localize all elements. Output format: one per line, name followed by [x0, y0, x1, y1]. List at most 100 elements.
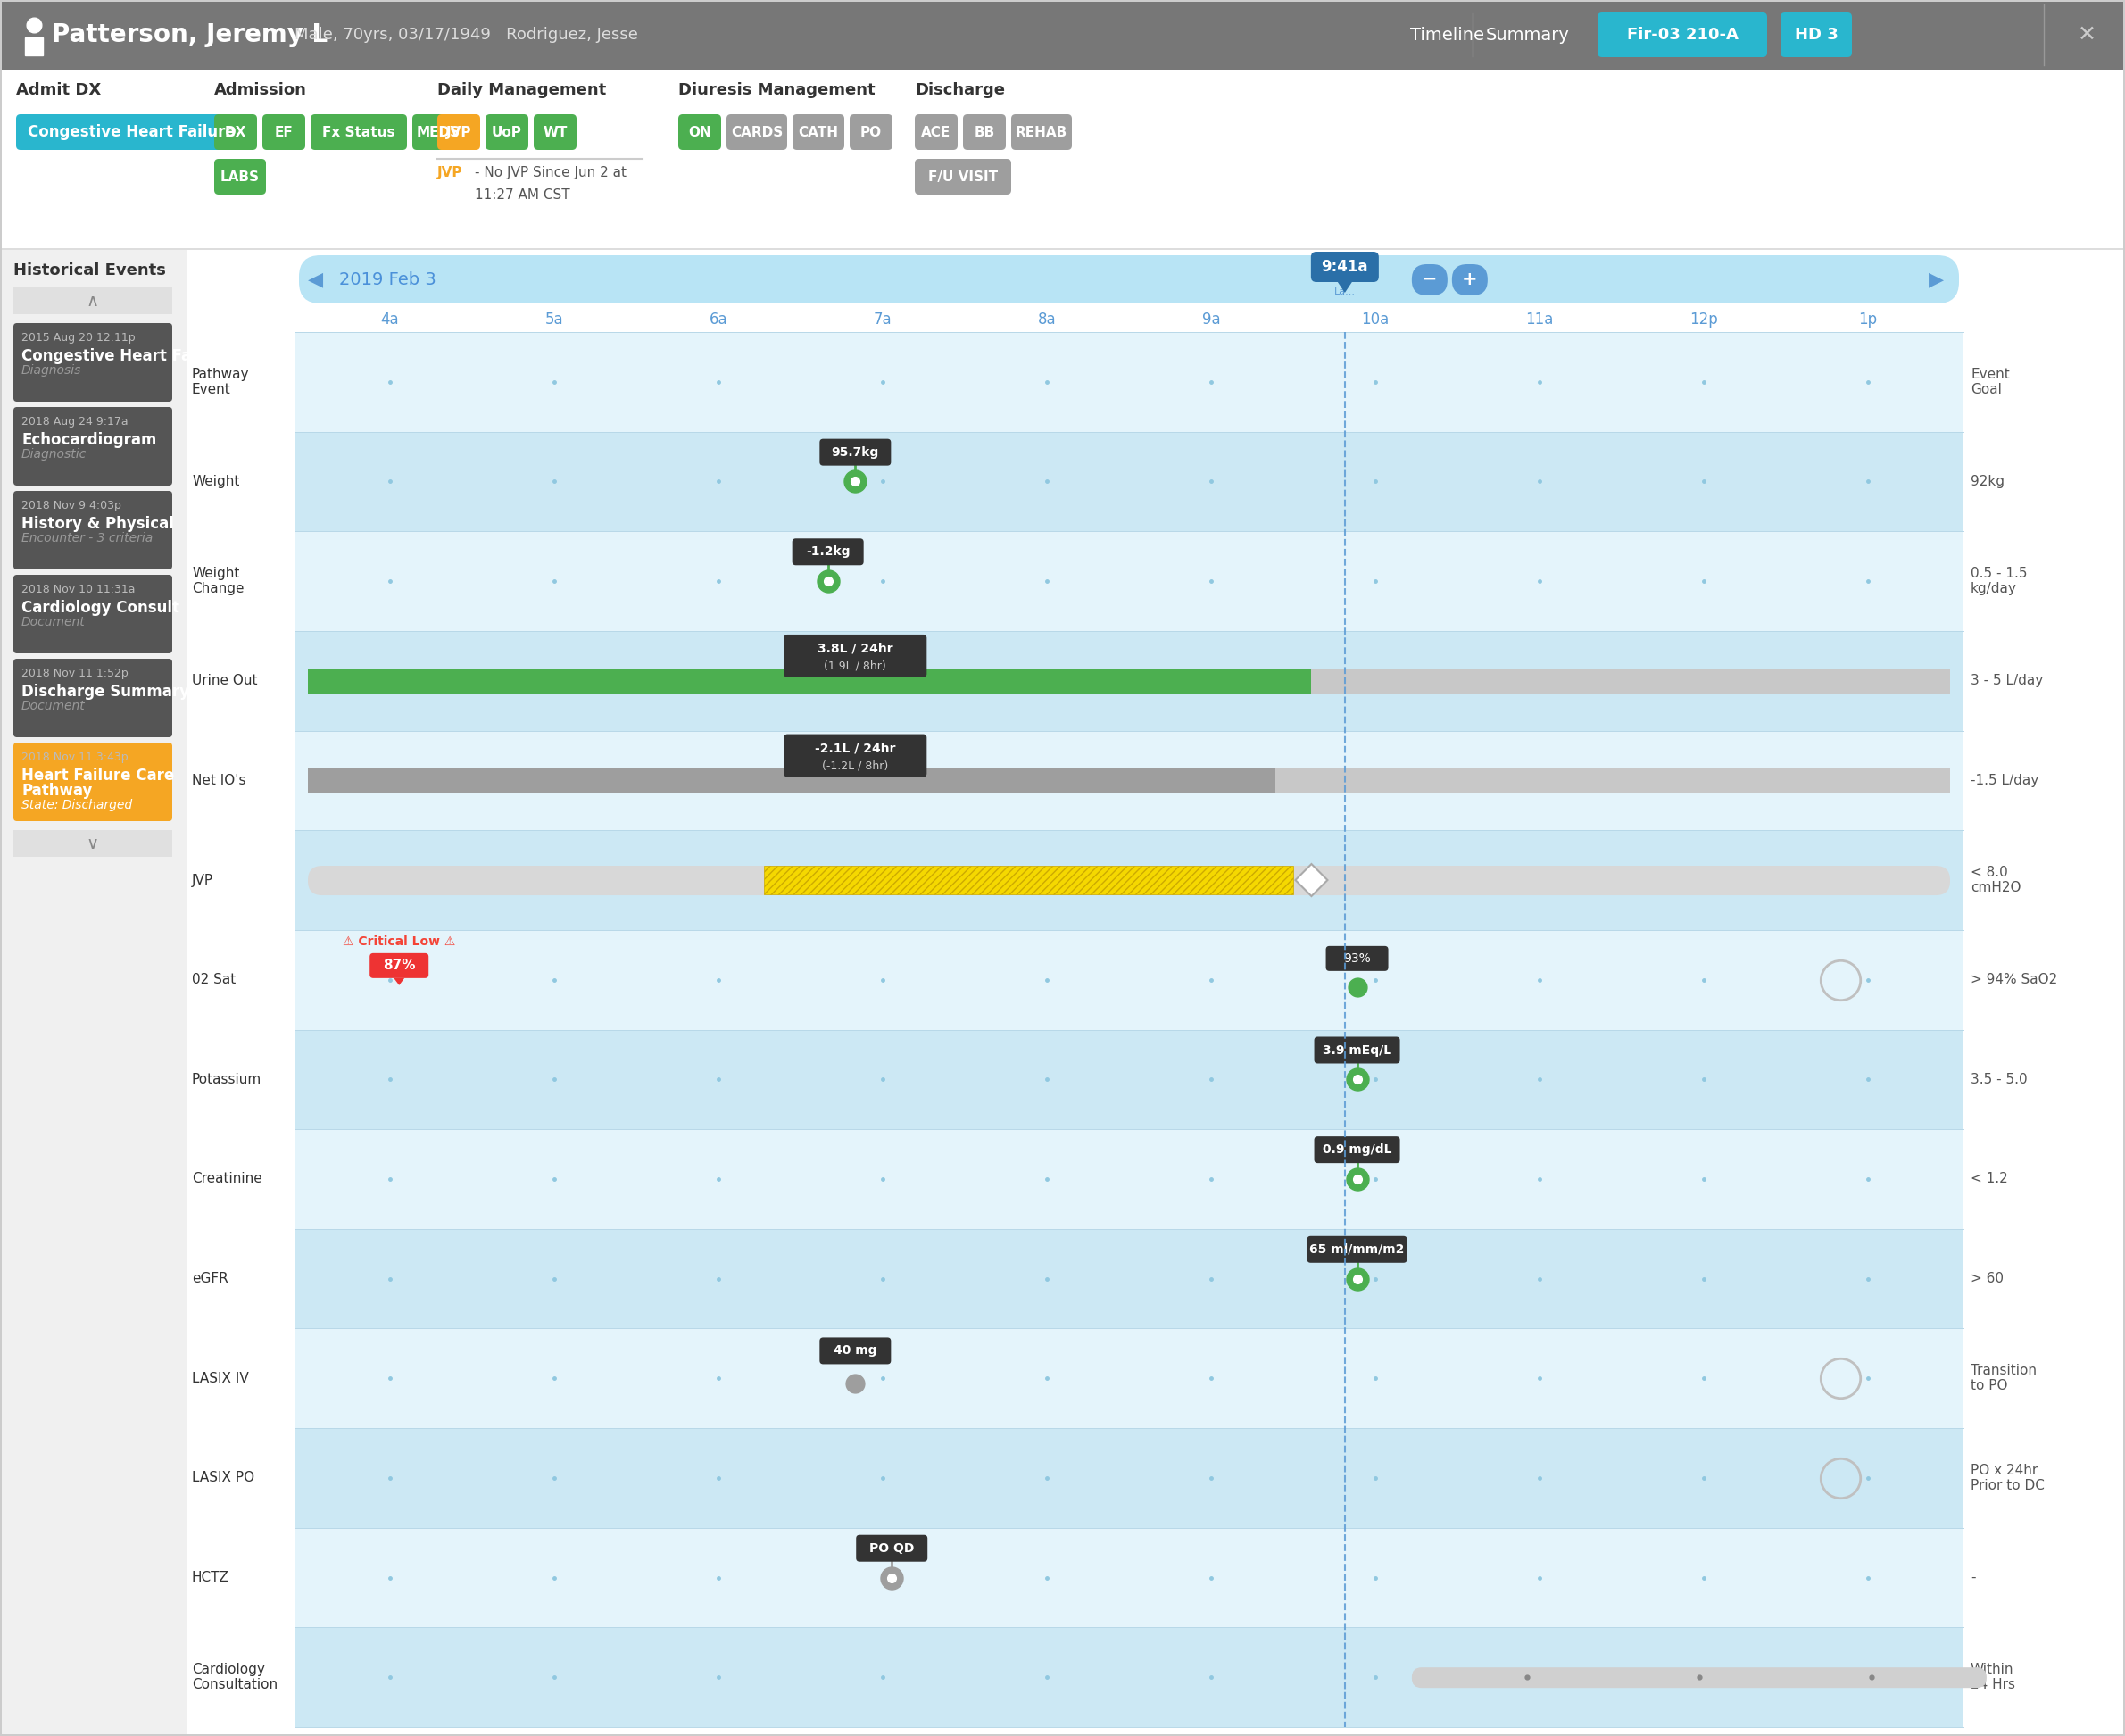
Text: 11:27 AM CST: 11:27 AM CST: [474, 187, 570, 201]
Bar: [0, 0, 2125, 2]
FancyBboxPatch shape: [820, 1337, 890, 1364]
Text: 1p: 1p: [1859, 311, 1876, 328]
Text: LASIX IV: LASIX IV: [191, 1371, 249, 1385]
Text: 92kg: 92kg: [1970, 476, 2004, 488]
Text: Congestive Heart Failure: Congestive Heart Failure: [21, 349, 230, 365]
Text: Urine Out: Urine Out: [191, 674, 257, 687]
FancyBboxPatch shape: [784, 635, 926, 677]
Bar: [0, 250, 187, 1736]
Bar: [0, 248, 2125, 250]
Text: PO QD: PO QD: [869, 1542, 914, 1554]
FancyBboxPatch shape: [727, 115, 786, 149]
Bar: [308, 668, 1951, 693]
FancyBboxPatch shape: [412, 115, 463, 149]
Text: −: −: [1422, 271, 1436, 288]
Text: (-1.2L / 8hr): (-1.2L / 8hr): [822, 760, 888, 771]
FancyBboxPatch shape: [1313, 1036, 1400, 1064]
Text: ∨: ∨: [87, 835, 100, 852]
Text: Creatinine: Creatinine: [191, 1172, 261, 1186]
Bar: [308, 668, 1311, 693]
Text: Document: Document: [21, 616, 85, 628]
Bar: [0, 69, 2125, 248]
Text: HD 3: HD 3: [1793, 26, 1838, 43]
FancyBboxPatch shape: [1326, 946, 1388, 970]
Text: Discharge Summary: Discharge Summary: [21, 684, 189, 700]
FancyBboxPatch shape: [850, 115, 892, 149]
Text: F/U VISIT: F/U VISIT: [929, 170, 999, 184]
FancyBboxPatch shape: [1451, 264, 1488, 295]
Text: Event
Goal: Event Goal: [1970, 368, 2010, 396]
Text: 2015 Aug 20 12:11p: 2015 Aug 20 12:11p: [21, 332, 136, 344]
Text: History & Physical: History & Physical: [21, 516, 174, 531]
Text: 0.5 - 1.5
kg/day: 0.5 - 1.5 kg/day: [1970, 566, 2027, 595]
Text: Discharge: Discharge: [914, 82, 1005, 99]
Text: Daily Management: Daily Management: [438, 82, 606, 99]
Text: 8a: 8a: [1037, 311, 1056, 328]
Bar: [295, 1229, 1963, 1328]
Text: WT: WT: [542, 125, 567, 139]
Text: CATH: CATH: [799, 125, 839, 139]
Text: EF: EF: [274, 125, 293, 139]
FancyBboxPatch shape: [215, 115, 257, 149]
Text: JVP: JVP: [446, 125, 472, 139]
Bar: [765, 866, 1294, 894]
Text: La...: La...: [1334, 288, 1356, 297]
Text: Potassium: Potassium: [191, 1073, 261, 1087]
Text: PO x 24hr
Prior to DC: PO x 24hr Prior to DC: [1970, 1463, 2044, 1493]
Text: REHAB: REHAB: [1016, 125, 1067, 139]
Text: Weight: Weight: [191, 476, 240, 488]
Text: 5a: 5a: [544, 311, 563, 328]
Text: DX: DX: [225, 125, 247, 139]
Bar: [295, 731, 1963, 830]
Text: 9:41a: 9:41a: [1322, 259, 1368, 274]
Polygon shape: [1296, 865, 1328, 896]
FancyBboxPatch shape: [1411, 1668, 1987, 1687]
FancyBboxPatch shape: [215, 160, 266, 194]
FancyBboxPatch shape: [310, 115, 408, 149]
Text: 2018 Nov 10 11:31a: 2018 Nov 10 11:31a: [21, 583, 136, 595]
Text: 2018 Nov 9 4:03p: 2018 Nov 9 4:03p: [21, 500, 121, 512]
Text: Diagnosis: Diagnosis: [21, 365, 81, 377]
FancyBboxPatch shape: [370, 953, 429, 977]
Text: Admit DX: Admit DX: [17, 82, 102, 99]
Text: Diuresis Management: Diuresis Management: [678, 82, 876, 99]
FancyBboxPatch shape: [793, 115, 844, 149]
Bar: [295, 1128, 1963, 1229]
Text: < 8.0
cmH2O: < 8.0 cmH2O: [1970, 866, 2021, 894]
Text: -2.1L / 24hr: -2.1L / 24hr: [814, 743, 895, 755]
Text: State: Discharged: State: Discharged: [21, 799, 132, 811]
Text: 9a: 9a: [1203, 311, 1220, 328]
Text: Fir-03 210-A: Fir-03 210-A: [1626, 26, 1738, 43]
Text: 95.7kg: 95.7kg: [831, 446, 880, 458]
FancyBboxPatch shape: [1012, 115, 1071, 149]
Text: Echocardiogram: Echocardiogram: [21, 432, 157, 448]
Bar: [295, 332, 1963, 432]
Bar: [295, 531, 1963, 630]
Text: ∧: ∧: [87, 292, 100, 309]
FancyBboxPatch shape: [308, 866, 1951, 896]
Text: 2018 Aug 24 9:17a: 2018 Aug 24 9:17a: [21, 417, 127, 427]
Text: Historical Events: Historical Events: [13, 262, 166, 278]
Text: JVP: JVP: [191, 873, 213, 887]
Text: Summary: Summary: [1485, 26, 1570, 43]
Text: 87%: 87%: [382, 958, 414, 972]
Text: Net IO's: Net IO's: [191, 774, 247, 786]
FancyBboxPatch shape: [1411, 264, 1447, 295]
Text: Document: Document: [21, 700, 85, 712]
Text: 10a: 10a: [1362, 311, 1390, 328]
FancyBboxPatch shape: [793, 538, 863, 566]
Bar: [295, 930, 1963, 1029]
FancyBboxPatch shape: [300, 255, 1959, 304]
Text: 3.9 mEq/L: 3.9 mEq/L: [1322, 1043, 1392, 1055]
Text: 2018 Nov 11 1:52p: 2018 Nov 11 1:52p: [21, 668, 127, 679]
Text: 65 ml/mm/m2: 65 ml/mm/m2: [1309, 1243, 1405, 1255]
Text: 0.9 mg/dL: 0.9 mg/dL: [1322, 1144, 1392, 1156]
Text: ◀: ◀: [308, 271, 323, 288]
Text: 7a: 7a: [873, 311, 892, 328]
Text: ▶: ▶: [1929, 271, 1944, 288]
FancyBboxPatch shape: [914, 115, 958, 149]
Text: ON: ON: [689, 125, 712, 139]
Text: 93%: 93%: [1343, 953, 1371, 965]
Text: 11a: 11a: [1526, 311, 1553, 328]
Text: BB: BB: [973, 125, 994, 139]
